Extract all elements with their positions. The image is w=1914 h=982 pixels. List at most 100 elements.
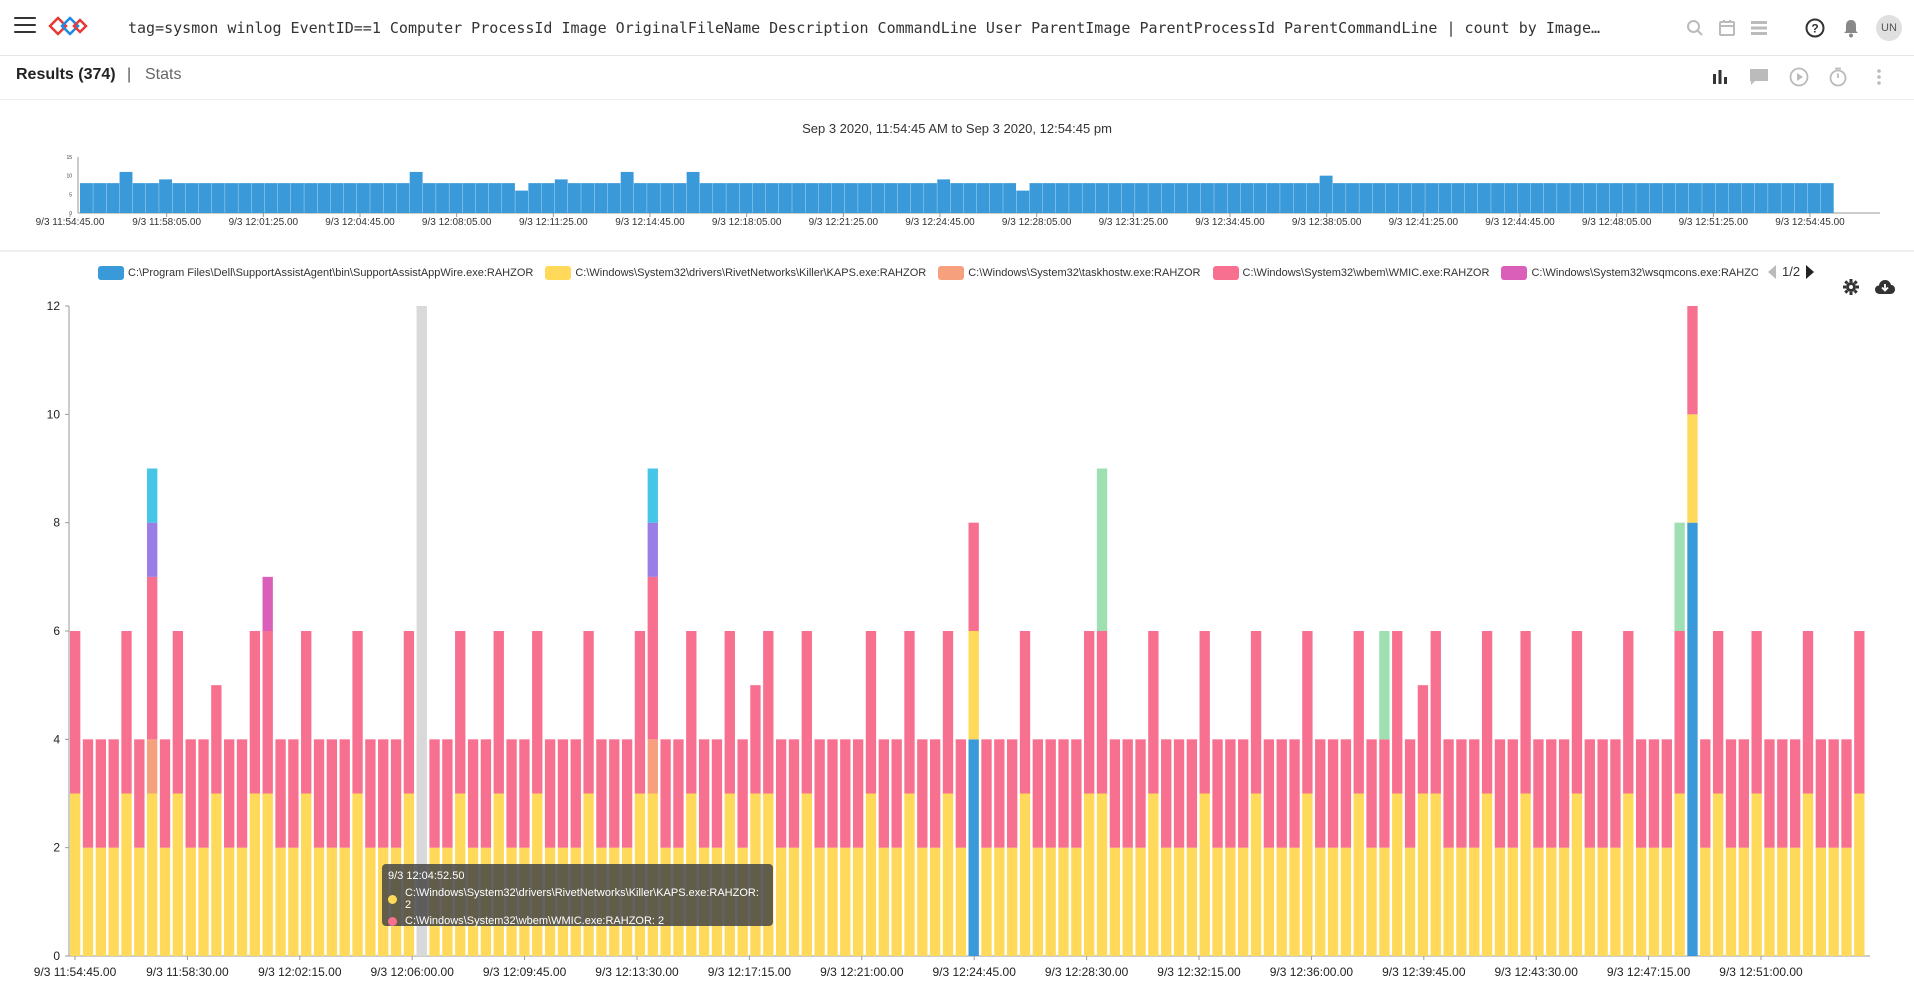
mini-bar[interactable]: [910, 183, 924, 213]
bar-segment-kaps[interactable]: [1494, 847, 1506, 956]
bar-segment-wmic[interactable]: [1597, 739, 1608, 848]
bar-segment-wmic[interactable]: [1417, 685, 1429, 794]
mini-bar[interactable]: [1451, 183, 1465, 213]
bar-segment-wmic[interactable]: [1430, 631, 1441, 794]
mini-bar[interactable]: [1293, 183, 1307, 213]
bar-segment-wmic[interactable]: [1674, 631, 1685, 794]
bar-segment-kaps[interactable]: [365, 847, 376, 956]
mini-bar[interactable]: [1583, 183, 1597, 213]
bar-segment-kaps[interactable]: [1173, 847, 1185, 956]
bar-segment-kaps[interactable]: [1379, 847, 1390, 956]
bar-segment-kaps[interactable]: [865, 793, 877, 957]
help-icon[interactable]: ?: [1804, 17, 1826, 39]
bar-segment-wmic[interactable]: [198, 739, 209, 848]
bar-segment-wmic[interactable]: [1546, 739, 1557, 848]
mini-bar[interactable]: [541, 183, 555, 213]
bar-segment-wmic[interactable]: [1250, 631, 1262, 794]
mini-bar[interactable]: [1715, 183, 1729, 213]
bar-segment-wmic[interactable]: [827, 739, 838, 848]
bar-segment-kaps[interactable]: [1289, 847, 1300, 956]
mini-bar[interactable]: [1174, 183, 1188, 213]
mini-bar[interactable]: [1135, 183, 1148, 213]
bar-segment-wmic[interactable]: [288, 739, 299, 848]
mini-bar[interactable]: [1425, 183, 1439, 213]
bar-segment-kaps[interactable]: [1263, 847, 1275, 956]
bar-segment-kaps[interactable]: [1635, 847, 1647, 956]
mini-bar[interactable]: [1504, 183, 1518, 213]
bar-segment-wmic[interactable]: [326, 739, 338, 848]
mini-bar[interactable]: [291, 183, 304, 213]
tab-results[interactable]: Results (374): [16, 66, 116, 83]
bar-segment-wmic[interactable]: [1019, 631, 1031, 794]
bar-segment-wmic[interactable]: [249, 631, 261, 794]
bar-segment-wmic[interactable]: [1777, 739, 1788, 848]
mini-bar[interactable]: [699, 183, 713, 213]
bar-segment-wmic[interactable]: [801, 631, 812, 794]
bar-segment-wmic[interactable]: [95, 739, 107, 848]
bar-segment-wmic[interactable]: [1084, 631, 1095, 794]
mini-bar[interactable]: [211, 183, 225, 213]
bar-segment-wmic[interactable]: [185, 739, 196, 848]
bar-segment-kaps[interactable]: [917, 847, 928, 956]
bar-segment-wmic[interactable]: [1481, 631, 1493, 794]
bar-segment-wmic[interactable]: [711, 739, 723, 848]
bar-segment-kaps[interactable]: [814, 847, 825, 956]
bar-segment-kaps[interactable]: [1751, 793, 1762, 957]
bar-segment-kaps[interactable]: [904, 793, 915, 957]
bar-segment-kaps[interactable]: [1058, 847, 1069, 956]
bar-segment-kaps[interactable]: [1520, 793, 1531, 957]
bar-segment-mint[interactable]: [1096, 468, 1108, 632]
comment-icon[interactable]: [1748, 66, 1770, 88]
bar-segment-kaps[interactable]: [134, 847, 145, 956]
bar-segment-wmic[interactable]: [1854, 631, 1865, 794]
bar-segment-wmic[interactable]: [634, 631, 646, 794]
search-icon[interactable]: [1684, 17, 1706, 39]
avatar[interactable]: UN: [1876, 15, 1902, 41]
mini-bar[interactable]: [1042, 183, 1056, 213]
mini-bar[interactable]: [554, 179, 568, 213]
legend-item[interactable]: C:\Windows\System32\wbem\WMIC.exe:RAHZOR: [1212, 266, 1489, 280]
mini-bar[interactable]: [1240, 183, 1254, 213]
bar-segment-wmic[interactable]: [1225, 739, 1236, 848]
bar-segment-wmic[interactable]: [1186, 739, 1198, 848]
mini-bar[interactable]: [1082, 183, 1096, 213]
mini-bar[interactable]: [238, 183, 252, 213]
bar-segment-kaps[interactable]: [1571, 793, 1583, 957]
bar-segment-wmic[interactable]: [750, 685, 761, 794]
bar-segment-kaps[interactable]: [1353, 793, 1364, 957]
mini-bar[interactable]: [1662, 183, 1676, 213]
legend-item[interactable]: C:\Program Files\Dell\SupportAssistAgent…: [98, 266, 533, 280]
mini-bar[interactable]: [1121, 183, 1135, 213]
bar-segment-wmic[interactable]: [1404, 739, 1416, 848]
bar-segment-wmic[interactable]: [1635, 739, 1647, 848]
bar-segment-wmic[interactable]: [1841, 739, 1852, 848]
bar-segment-wmic[interactable]: [788, 739, 800, 848]
bar-segment-wmic[interactable]: [1494, 739, 1506, 848]
mini-bar[interactable]: [594, 183, 608, 213]
bar-segment-kaps[interactable]: [1725, 847, 1737, 956]
bar-segment-wmic[interactable]: [1109, 739, 1121, 848]
bar-segment-kaps[interactable]: [1084, 793, 1095, 957]
bar-segment-support[interactable]: [968, 739, 979, 956]
mini-bar[interactable]: [1464, 183, 1478, 213]
bar-segment-wmic[interactable]: [1032, 739, 1044, 848]
mini-bar[interactable]: [1543, 183, 1557, 213]
bar-segment-wmic[interactable]: [1289, 739, 1300, 848]
bar-segment-kaps[interactable]: [968, 631, 979, 740]
bar-segment-kaps[interactable]: [1533, 847, 1544, 956]
bar-segment-kaps[interactable]: [955, 847, 966, 956]
bar-segment-kaps[interactable]: [1558, 847, 1570, 956]
bar-segment-kaps[interactable]: [1828, 847, 1839, 956]
bar-segment-kaps[interactable]: [1340, 847, 1352, 956]
bar-segment-wmic[interactable]: [429, 739, 440, 848]
bar-segment-mint[interactable]: [1379, 631, 1390, 740]
mini-bar[interactable]: [1385, 183, 1399, 213]
bar-segment-wmic[interactable]: [262, 631, 273, 794]
bar-segment-kaps[interactable]: [211, 793, 222, 957]
mini-bar[interactable]: [330, 183, 344, 213]
chevron-right-icon[interactable]: [1806, 264, 1815, 279]
mini-bar[interactable]: [1227, 183, 1241, 213]
bar-segment-kaps[interactable]: [1225, 847, 1236, 956]
bar-segment-wmic[interactable]: [1789, 739, 1801, 848]
bar-segment-wmic[interactable]: [70, 631, 81, 794]
